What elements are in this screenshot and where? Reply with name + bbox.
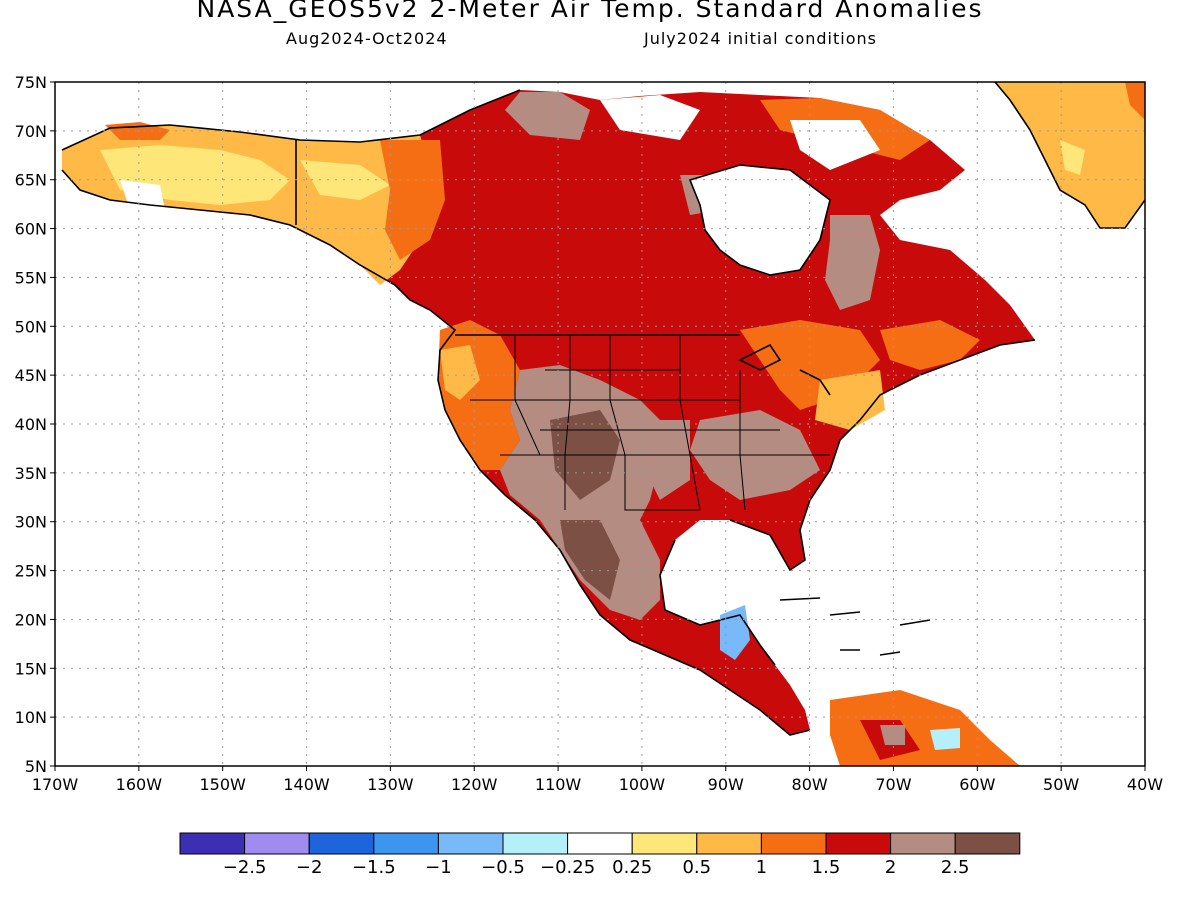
map-content [55, 82, 1145, 766]
colorbar-label: −2.5 [223, 857, 267, 878]
colorbar-swatch [825, 832, 892, 855]
lon-tick-label: 170W [32, 775, 79, 794]
colorbar-label: −2 [296, 857, 323, 878]
lon-tick-label: 110W [535, 775, 582, 794]
colorbar-swatch [308, 832, 375, 855]
colorbar: −2.5 −2 −1.5 −1 −0.5 −0.25 0.25 0.5 1 1.5 2 2.5 [179, 832, 1021, 878]
lat-tick-label: 45N [15, 366, 47, 385]
colorbar-swatch [567, 832, 633, 855]
lat-tick-label: 30N [15, 513, 47, 532]
lat-tick-label: 70N [15, 122, 47, 141]
colorbar-swatch [244, 832, 310, 855]
colorbar-label: 1.5 [812, 857, 841, 878]
lat-tick-label: 10N [15, 708, 47, 727]
lat-tick-label: 75N [15, 73, 47, 92]
greenland-region [995, 82, 1145, 228]
colorbar-label: 1 [756, 857, 767, 878]
lat-tick-label: 20N [15, 610, 47, 629]
colorbar-swatch [631, 832, 698, 855]
map-title: NASA_GEOS5v2 2-Meter Air Temp. Standard … [196, 0, 984, 23]
lon-tick-label: 90W [708, 775, 744, 794]
lon-tick-label: 120W [451, 775, 498, 794]
lat-tick-label: 55N [15, 268, 47, 287]
colorbar-label: −1.5 [352, 857, 396, 878]
colorbar-swatch [502, 832, 569, 855]
lon-tick-label: 60W [959, 775, 995, 794]
colorbar-swatch [954, 832, 1021, 855]
forecast-period: Aug2024-Oct2024 [286, 29, 448, 48]
lat-tick-label: 65N [15, 171, 47, 190]
lon-tick-label: 160W [116, 775, 163, 794]
lon-tick-label: 50W [1043, 775, 1079, 794]
colorbar-swatch [760, 832, 827, 855]
colorbar-swatch [696, 832, 762, 855]
lat-tick-label: 15N [15, 659, 47, 678]
state-borders [470, 335, 830, 511]
lon-tick-label: 130W [367, 775, 414, 794]
lat-tick-label: 25N [15, 562, 47, 581]
colorbar-label: −1 [425, 857, 452, 878]
colorbar-swatch [890, 832, 956, 855]
grid-lines [55, 82, 1145, 766]
colorbar-swatch [373, 832, 439, 855]
colorbar-label: −0.5 [481, 857, 525, 878]
colorbar-label: 0.5 [682, 857, 711, 878]
initial-conditions: July2024 initial conditions [644, 29, 877, 48]
lat-tick-label: 60N [15, 220, 47, 239]
lon-axis: 170W 160W 150W 140W 130W 120W 110W 100W 90W 80W 70… [32, 766, 1163, 794]
colorbar-label: 2.5 [941, 857, 970, 878]
lat-tick-label: 35N [15, 464, 47, 483]
lon-tick-label: 40W [1127, 775, 1163, 794]
lon-tick-label: 70W [875, 775, 911, 794]
north-america-region [62, 90, 1035, 766]
lon-tick-label: 150W [200, 775, 247, 794]
colorbar-label: 0.25 [612, 857, 652, 878]
lat-tick-label: 50N [15, 317, 47, 336]
lat-tick-label: 5N [25, 757, 47, 776]
coastlines [61, 82, 1145, 736]
lon-tick-label: 100W [619, 775, 666, 794]
lon-tick-label: 140W [283, 775, 330, 794]
lat-axis: 75N 70N 65N 60N 55N 50N 45N 40N 35N 30N 25N 20N 15N 1… [15, 73, 55, 776]
colorbar-label: −0.25 [540, 857, 595, 878]
colorbar-swatch [179, 832, 246, 855]
colorbar-swatch [437, 832, 504, 855]
colorbar-label: 2 [885, 857, 896, 878]
lat-tick-label: 40N [15, 415, 47, 434]
lon-tick-label: 80W [792, 775, 828, 794]
